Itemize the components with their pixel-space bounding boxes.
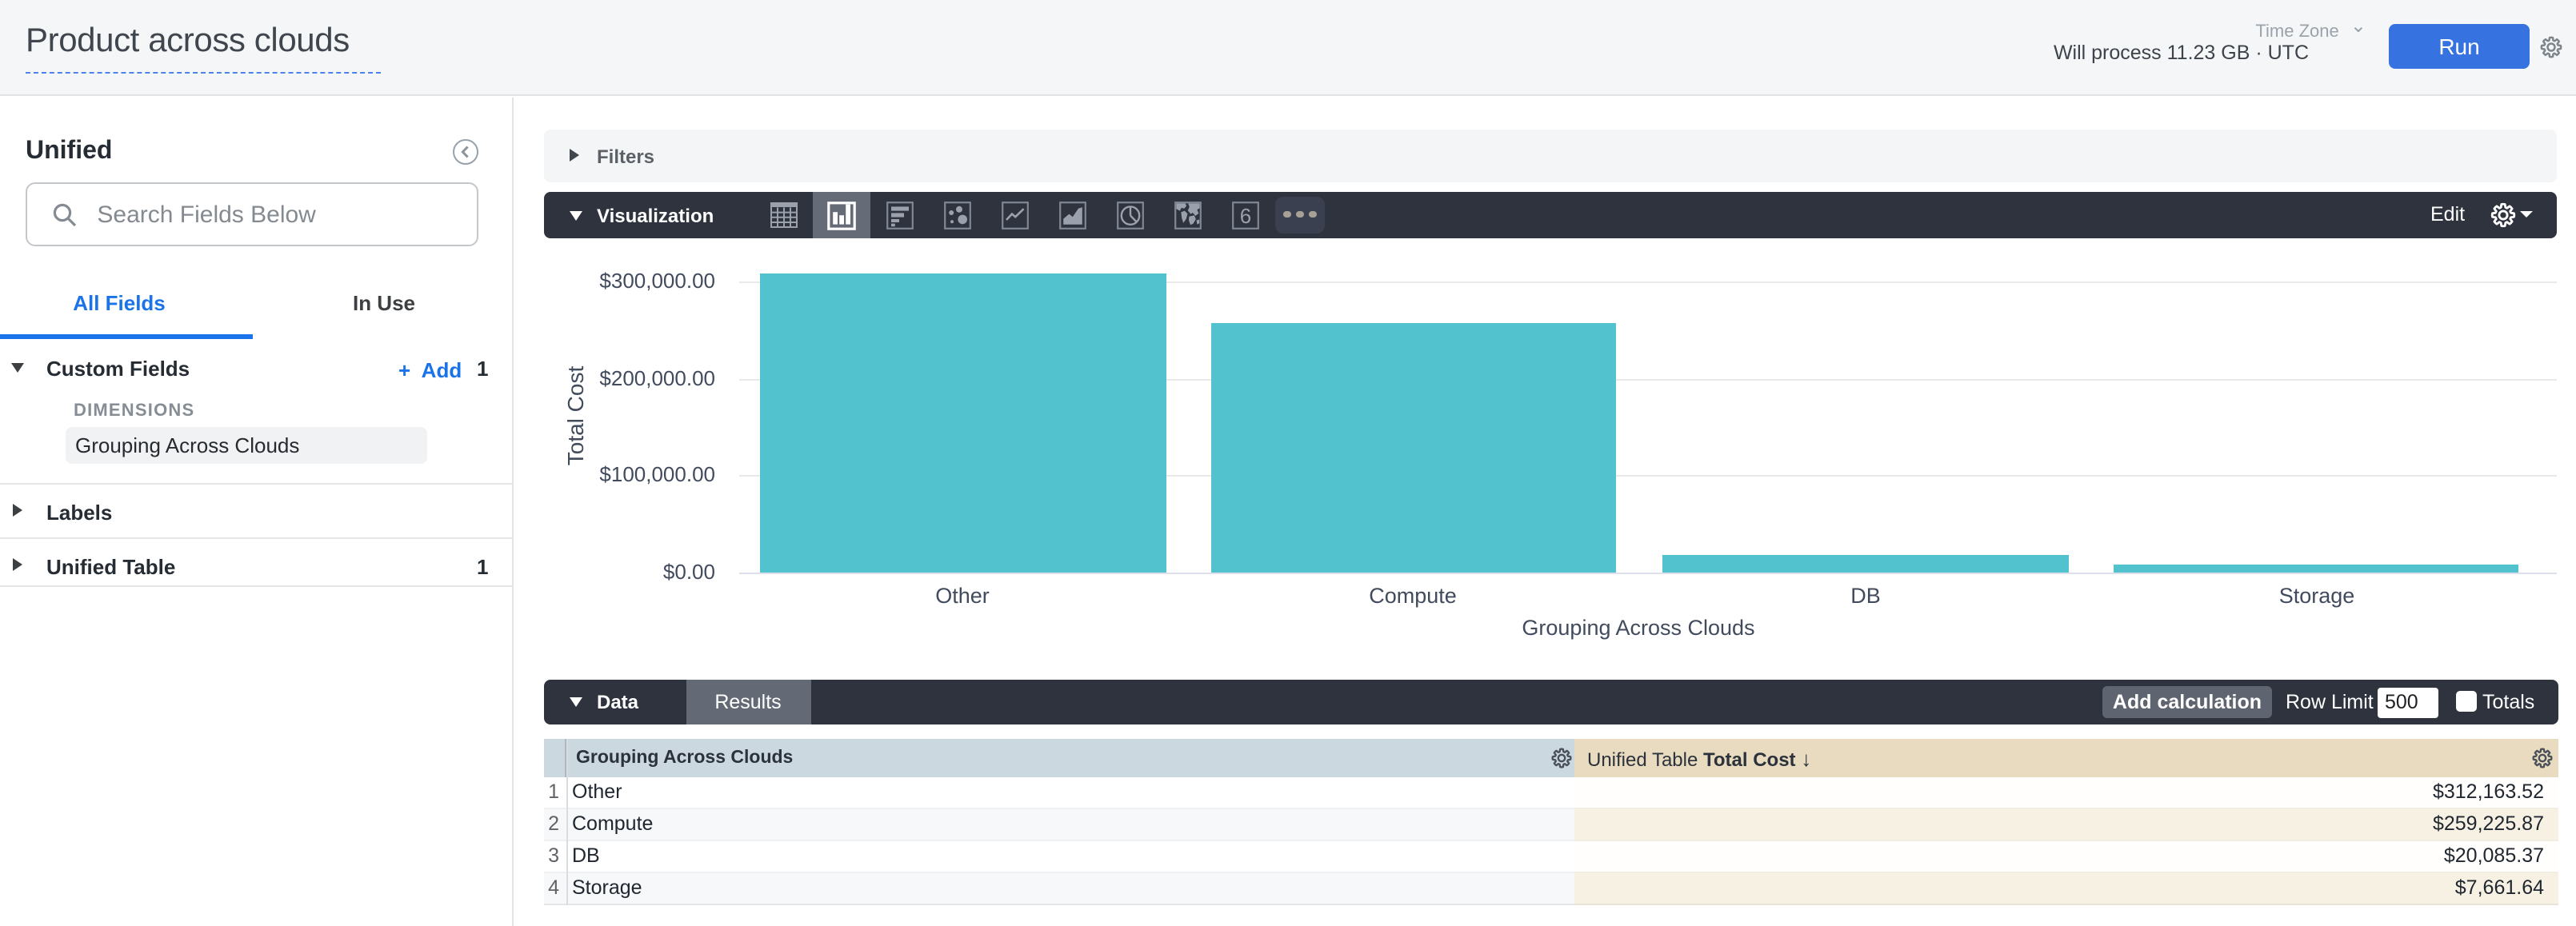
svg-text:6: 6 [1241,203,1252,227]
